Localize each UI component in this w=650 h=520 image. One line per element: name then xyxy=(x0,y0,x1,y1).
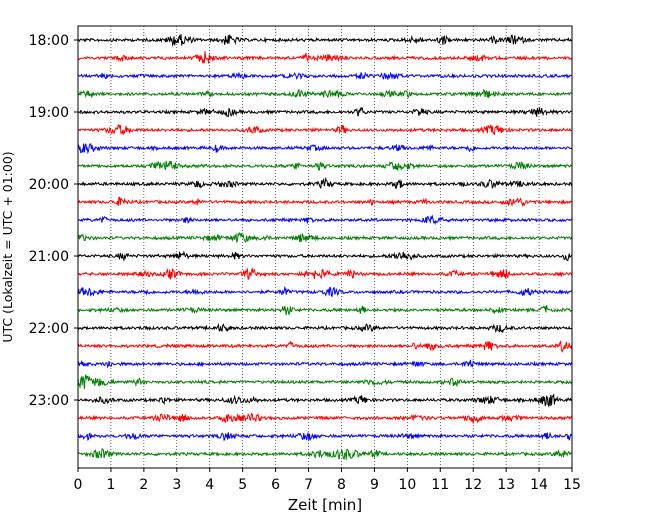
x-tick-label: 3 xyxy=(172,477,181,493)
y-tick-label: 20:00 xyxy=(29,177,69,193)
trace-2115 xyxy=(77,267,573,280)
trace-1945 xyxy=(77,160,573,171)
x-tick-label: 11 xyxy=(431,477,449,493)
y-tick-label: 21:00 xyxy=(29,249,69,265)
x-tick-label: 7 xyxy=(304,477,313,493)
trace-2030 xyxy=(77,214,573,226)
trace-1915 xyxy=(77,124,573,135)
trace-2345 xyxy=(77,448,573,460)
y-tick-label: 18:00 xyxy=(29,33,69,49)
trace-1815 xyxy=(77,51,573,64)
y-tick-label: 19:00 xyxy=(29,105,69,121)
trace-2200 xyxy=(77,322,573,334)
trace-2100 xyxy=(77,250,573,262)
trace-1845 xyxy=(77,88,573,99)
x-tick-label: 9 xyxy=(370,477,379,493)
trace-2315 xyxy=(77,412,573,424)
trace-2215 xyxy=(77,340,573,354)
x-tick-label: 15 xyxy=(563,477,581,493)
x-tick-label: 2 xyxy=(139,477,148,493)
trace-2300 xyxy=(77,393,573,408)
plot-frame xyxy=(77,25,573,469)
y-axis-label: UTC (Lokalzeit = UTC + 01:00) xyxy=(0,151,15,342)
trace-2230 xyxy=(77,359,573,369)
trace-2330 xyxy=(77,431,573,442)
y-tick-label: 23:00 xyxy=(29,393,69,409)
trace-1930 xyxy=(77,143,573,155)
trace-2130 xyxy=(77,285,573,298)
x-tick-label: 12 xyxy=(464,477,482,493)
x-tick-label: 13 xyxy=(497,477,515,493)
trace-2245 xyxy=(77,374,573,389)
trace-1900 xyxy=(77,106,573,118)
trace-2145 xyxy=(77,304,573,316)
x-tick-label: 4 xyxy=(205,477,214,493)
trace-2000 xyxy=(77,176,573,190)
y-axis-ticks: 18:00 19:00 20:00 21:00 22:00 23:00 xyxy=(29,33,78,409)
x-tick-label: 10 xyxy=(398,477,416,493)
x-tick-label: 5 xyxy=(238,477,247,493)
x-tick-label: 0 xyxy=(74,477,83,493)
y-tick-label: 22:00 xyxy=(29,321,69,337)
x-tick-label: 1 xyxy=(106,477,115,493)
x-tick-label: 6 xyxy=(271,477,280,493)
trace-1800 xyxy=(77,33,573,47)
trace-2015 xyxy=(77,196,573,208)
x-axis-ticks: 0 1 2 3 4 5 6 7 8 9 10 11 12 13 14 15 xyxy=(74,468,581,493)
x-axis-label: Zeit [min] xyxy=(288,496,362,514)
trace-1830 xyxy=(77,71,573,81)
x-tick-label: 8 xyxy=(337,477,346,493)
seismogram-traces xyxy=(77,33,573,460)
x-tick-label: 14 xyxy=(530,477,548,493)
trace-2045 xyxy=(77,232,573,243)
